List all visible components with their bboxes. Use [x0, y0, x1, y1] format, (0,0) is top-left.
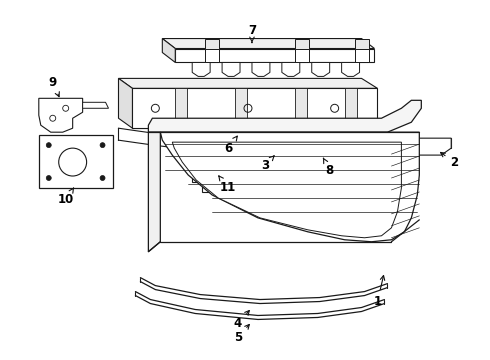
Polygon shape [175, 49, 374, 62]
Polygon shape [238, 148, 305, 162]
Polygon shape [119, 78, 377, 88]
Polygon shape [295, 49, 309, 62]
Polygon shape [235, 88, 247, 122]
Polygon shape [295, 39, 309, 49]
Polygon shape [222, 62, 240, 76]
Polygon shape [119, 78, 132, 128]
Circle shape [46, 176, 51, 180]
Polygon shape [295, 88, 307, 122]
Polygon shape [172, 142, 401, 238]
Polygon shape [407, 138, 451, 155]
Polygon shape [39, 135, 113, 188]
Text: 6: 6 [224, 136, 237, 155]
Polygon shape [175, 88, 187, 122]
Polygon shape [162, 39, 374, 49]
Polygon shape [338, 122, 354, 132]
Polygon shape [355, 49, 368, 62]
Polygon shape [160, 132, 419, 242]
Text: 1: 1 [373, 275, 385, 308]
Text: 4: 4 [234, 311, 249, 330]
Text: 7: 7 [248, 24, 256, 42]
Polygon shape [132, 88, 377, 128]
Circle shape [46, 143, 51, 148]
Text: 9: 9 [49, 76, 59, 96]
Polygon shape [344, 88, 357, 122]
Text: 5: 5 [234, 324, 249, 344]
Polygon shape [148, 100, 421, 132]
Polygon shape [205, 49, 219, 62]
Circle shape [100, 143, 105, 148]
Polygon shape [252, 122, 268, 132]
Polygon shape [83, 102, 108, 108]
Text: 8: 8 [323, 158, 334, 176]
Polygon shape [148, 132, 160, 252]
Text: 2: 2 [441, 152, 458, 168]
Polygon shape [205, 39, 219, 49]
Text: 3: 3 [261, 156, 274, 172]
Polygon shape [192, 160, 238, 192]
Text: 11: 11 [219, 176, 236, 194]
Polygon shape [355, 39, 368, 49]
Circle shape [100, 176, 105, 180]
Polygon shape [192, 62, 210, 76]
Polygon shape [252, 62, 270, 76]
Polygon shape [312, 62, 330, 76]
Text: 10: 10 [57, 188, 74, 206]
Polygon shape [305, 132, 347, 162]
Polygon shape [282, 62, 300, 76]
Polygon shape [162, 39, 175, 62]
Polygon shape [39, 98, 83, 132]
Polygon shape [168, 122, 184, 132]
Polygon shape [342, 62, 360, 76]
